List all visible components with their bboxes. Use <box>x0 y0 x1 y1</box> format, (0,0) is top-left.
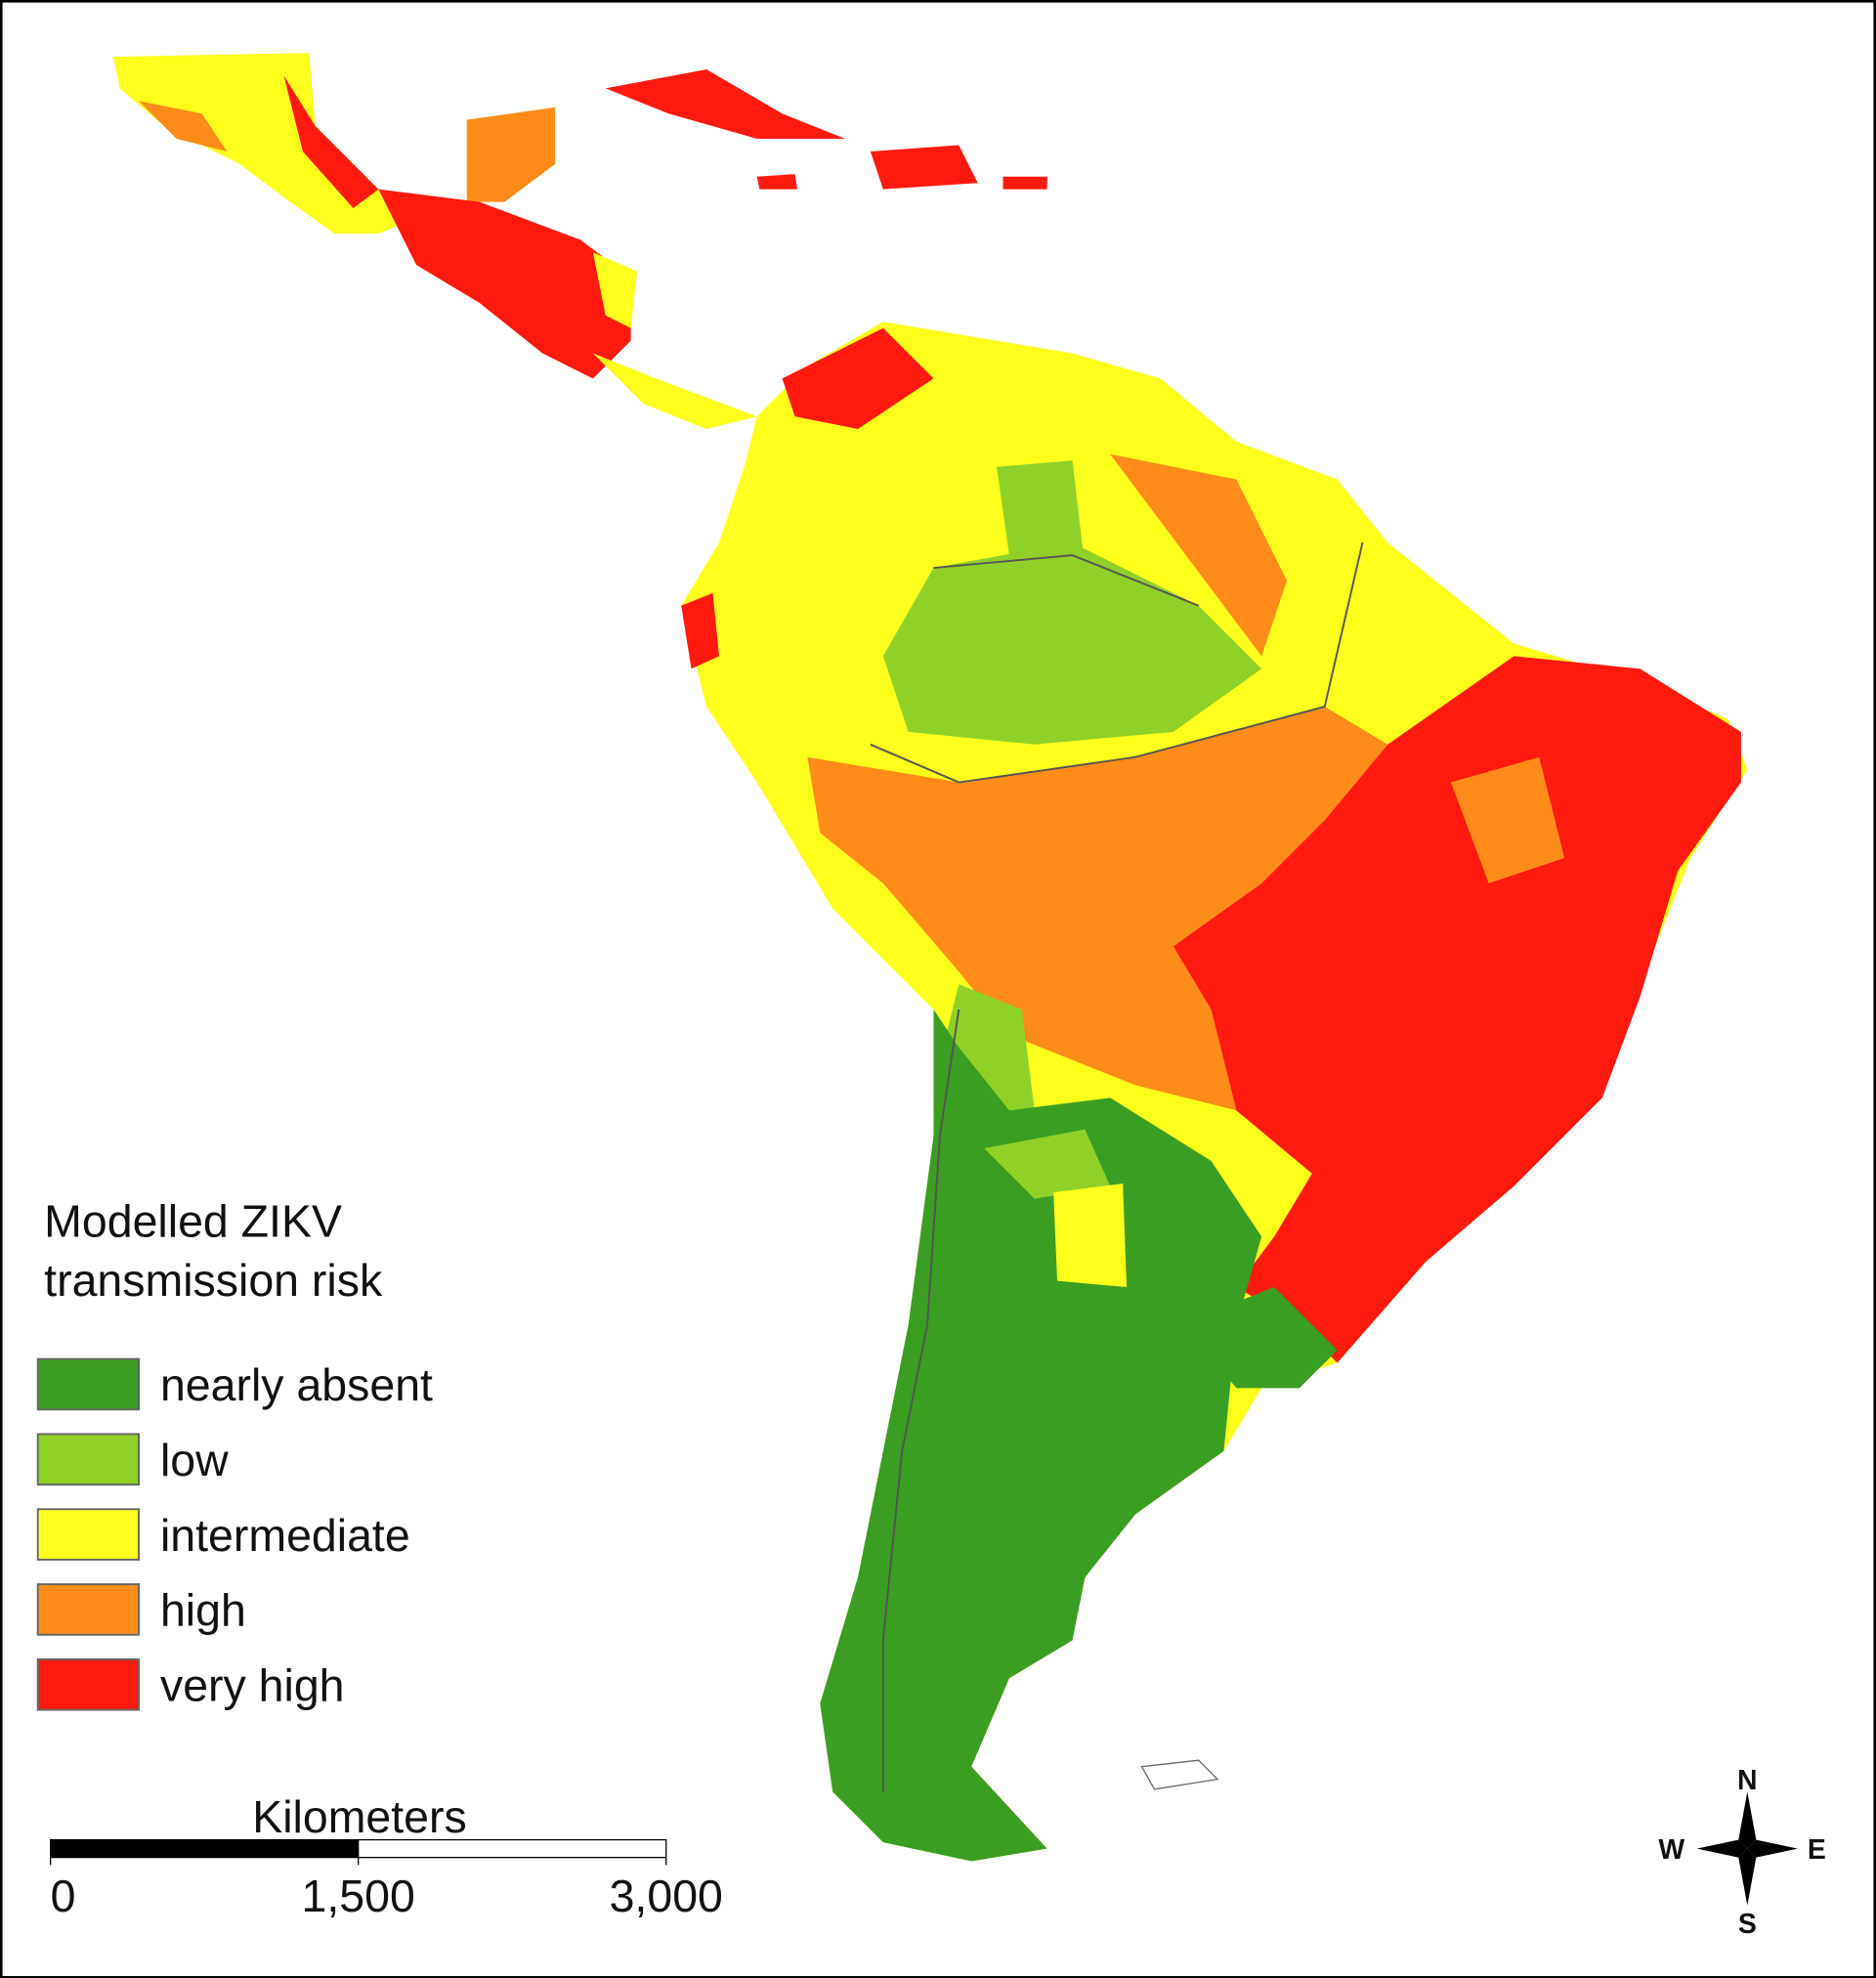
legend-label: low <box>160 1435 229 1485</box>
region-intermediate-patch <box>1053 1183 1128 1288</box>
country-border <box>881 1009 960 1792</box>
country-border <box>933 554 1199 607</box>
mexico-patch <box>139 101 228 151</box>
region-absent-south <box>820 1009 1262 1862</box>
compass-s: S <box>1738 1909 1757 1940</box>
legend-swatch <box>36 1433 141 1486</box>
compass-e: E <box>1808 1834 1826 1866</box>
legend-swatch <box>36 1657 141 1711</box>
compass: N S W E <box>1658 1765 1825 1940</box>
uruguay <box>1205 1287 1338 1389</box>
panama <box>592 353 757 430</box>
legend-label: high <box>160 1585 246 1636</box>
scale-tick-label: 1,500 <box>302 1870 415 1921</box>
scale-tick-label: 0 <box>51 1870 76 1921</box>
region-low-chaco <box>984 1129 1111 1199</box>
falklands <box>1140 1759 1219 1790</box>
legend-label: very high <box>160 1660 345 1711</box>
compass-w: W <box>1658 1834 1684 1866</box>
puerto-rico <box>1002 176 1047 190</box>
region-high-north <box>1110 453 1288 657</box>
legend-title: Modelled ZIKV <box>44 1195 342 1246</box>
compass-n: N <box>1737 1765 1758 1796</box>
scale-bar-segment <box>50 1838 360 1859</box>
region-very-high-east <box>1172 656 1741 1363</box>
legend-label: nearly absent <box>160 1359 433 1410</box>
country-border <box>870 541 1364 784</box>
legend-title: transmission risk <box>44 1255 383 1306</box>
hispaniola <box>870 145 978 190</box>
region-red-colombia <box>782 327 934 430</box>
scale-bar-title: Kilometers <box>252 1791 467 1842</box>
region-red-ecuador <box>681 592 719 669</box>
cuba <box>605 69 846 140</box>
jamaica <box>756 174 798 190</box>
legend-swatch <box>36 1583 141 1636</box>
region-high-center <box>807 707 1388 1111</box>
region-low-guiana <box>997 460 1086 569</box>
yucatan <box>466 107 556 202</box>
legend-label: intermediate <box>160 1510 410 1561</box>
central-america-yellow <box>592 252 638 328</box>
scale-bar-segment <box>358 1838 667 1859</box>
central-america <box>378 189 631 379</box>
scale-tick-label: 3,000 <box>610 1870 723 1921</box>
mexico-high <box>283 75 379 209</box>
region-high-east-patch <box>1450 756 1565 883</box>
legend-swatch <box>36 1357 141 1411</box>
legend-swatch <box>36 1508 141 1561</box>
